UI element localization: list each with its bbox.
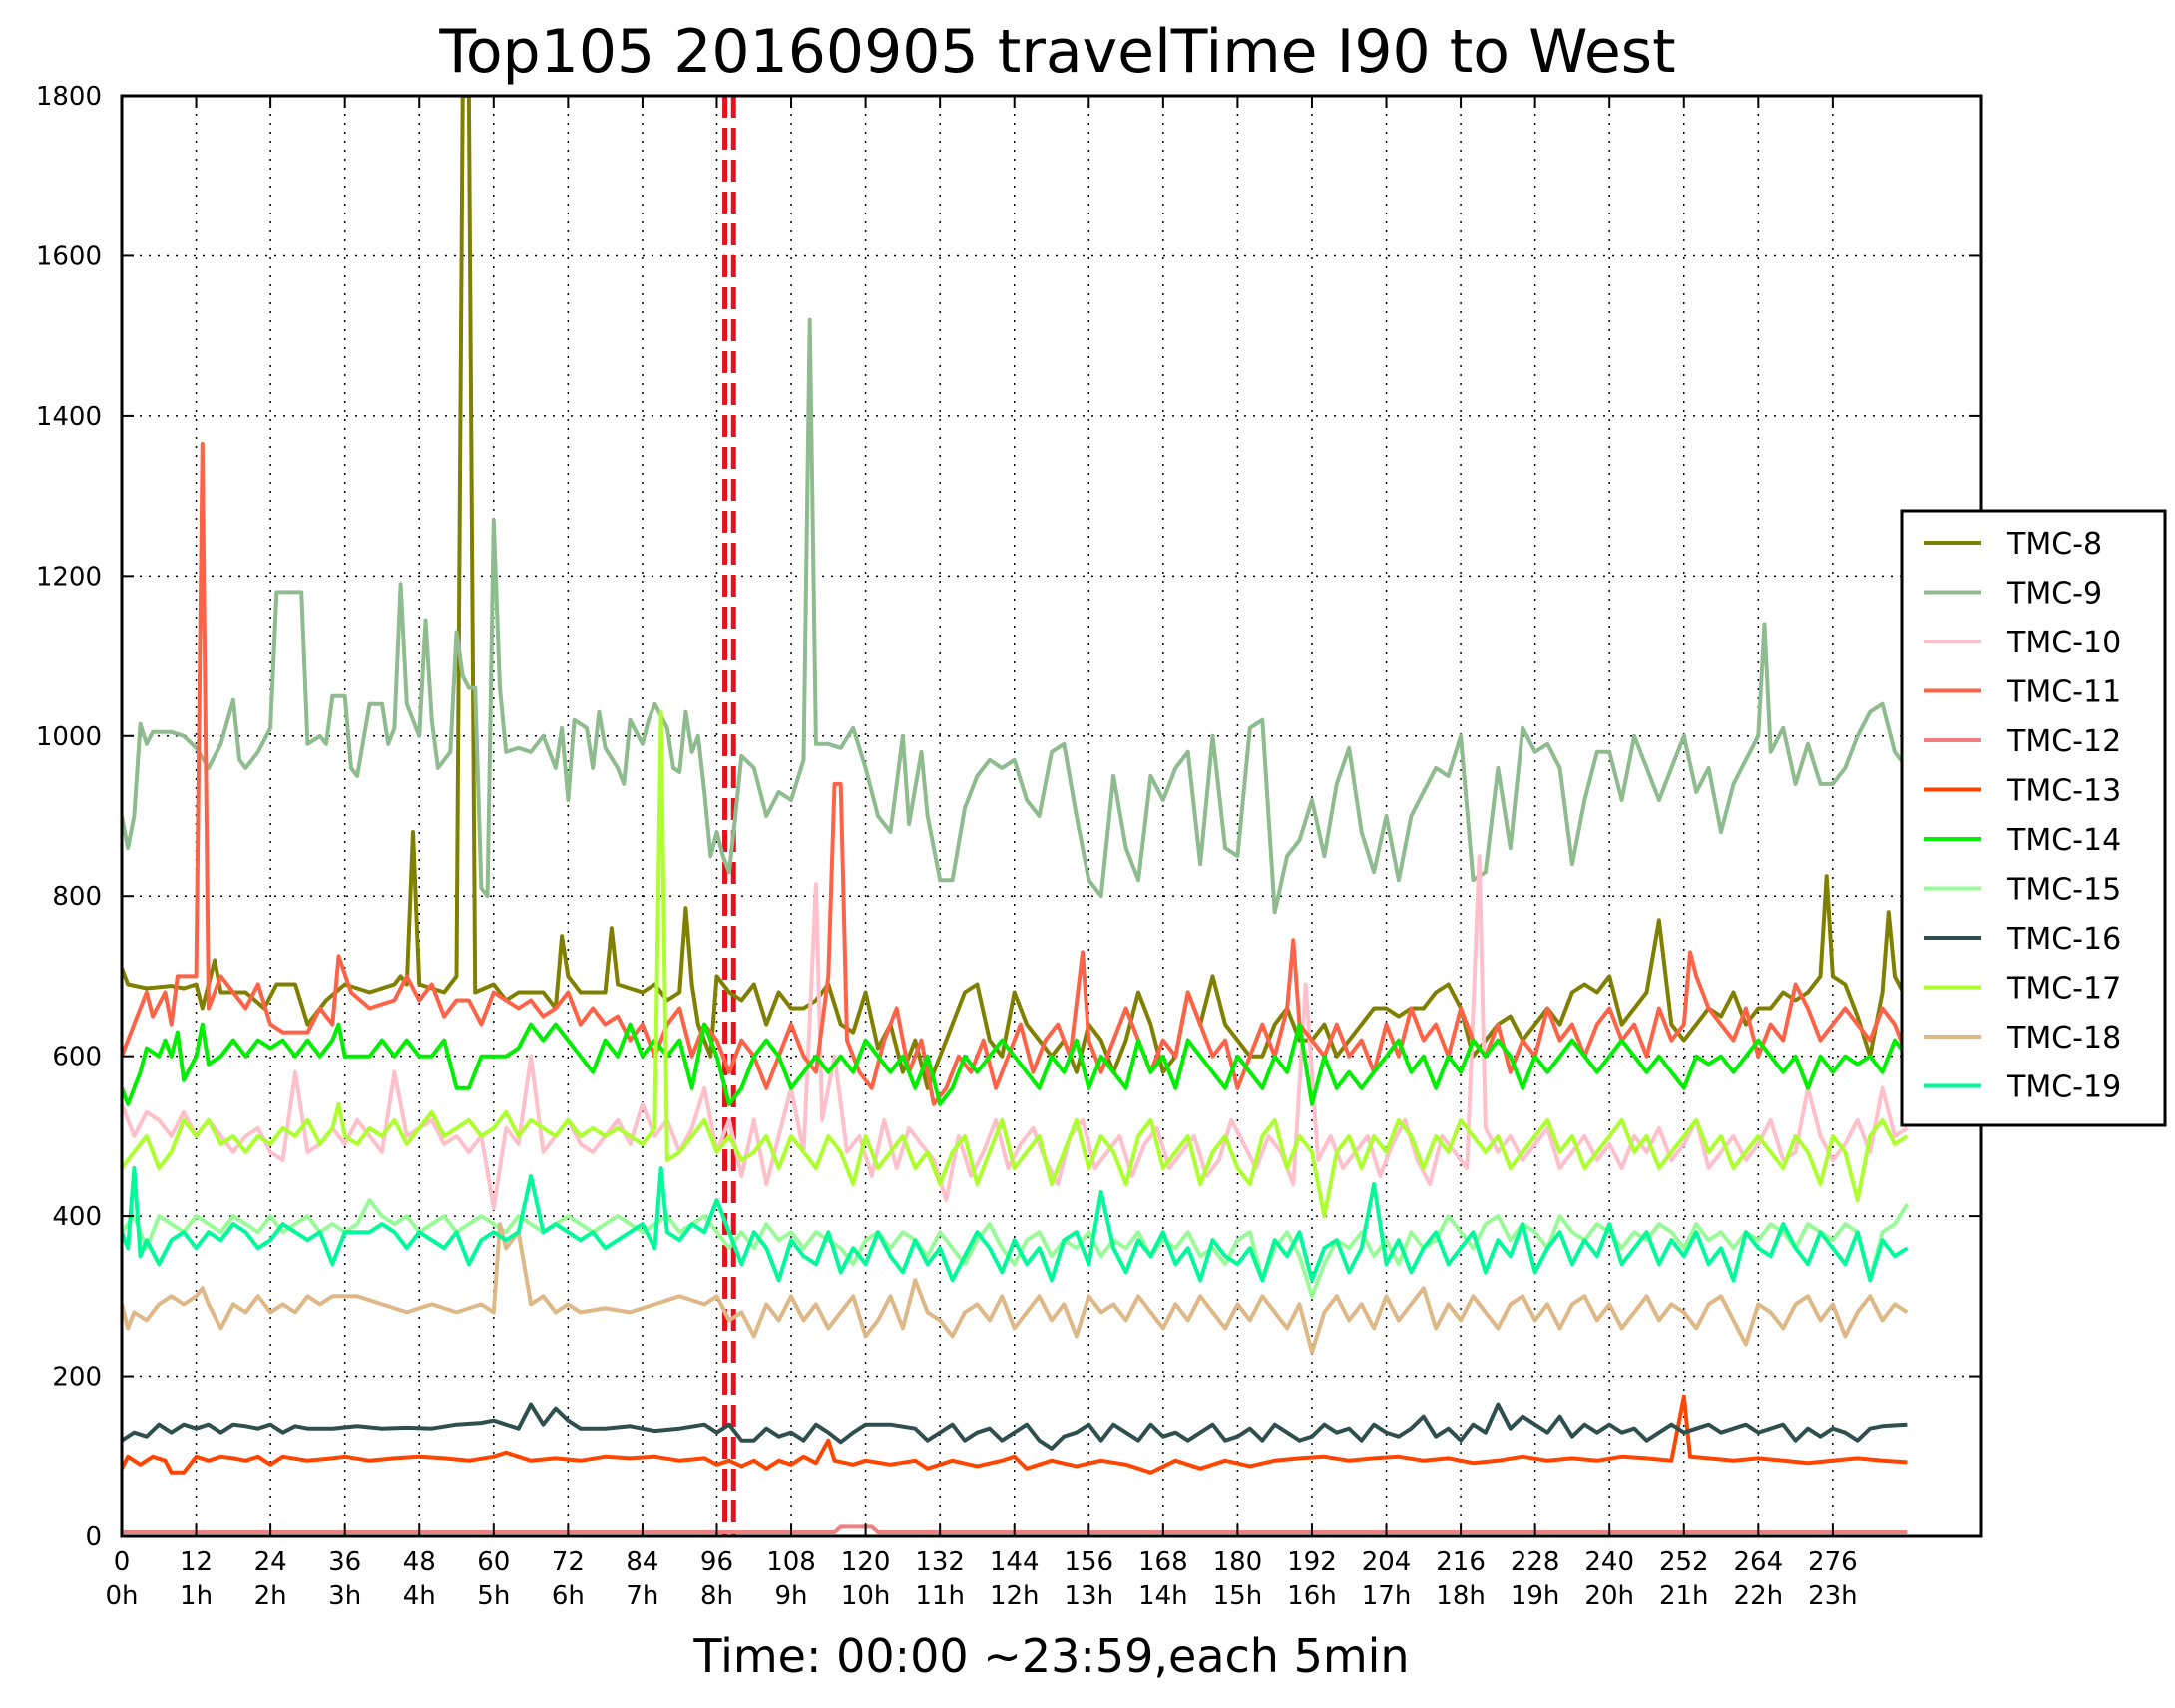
y-tick-label: 1800 (36, 82, 102, 112)
x-tick-label: 180 (1213, 1547, 1263, 1577)
x-tick-label: 132 (915, 1547, 965, 1577)
series-line-tmc-12 (122, 1524, 1908, 1534)
legend-label: TMC-13 (2006, 774, 2121, 809)
x-tick-label: 240 (1584, 1547, 1634, 1577)
x-tick-hour-label: 11h (915, 1581, 965, 1611)
legend-label: TMC-12 (2006, 724, 2121, 759)
legend-label: TMC-15 (2006, 873, 2121, 908)
x-tick-hour-label: 8h (700, 1581, 733, 1611)
x-tick-hour-label: 20h (1584, 1581, 1634, 1611)
legend-label: TMC-8 (2006, 527, 2102, 562)
x-tick-hour-label: 2h (254, 1581, 287, 1611)
y-tick-label: 0 (85, 1522, 102, 1552)
x-tick-hour-label: 16h (1287, 1581, 1337, 1611)
x-tick-hour-label: 19h (1511, 1581, 1560, 1611)
legend-label: TMC-14 (2006, 823, 2121, 858)
x-tick-label: 228 (1511, 1547, 1560, 1577)
legend-label: TMC-11 (2006, 675, 2121, 710)
x-tick-hour-label: 9h (775, 1581, 808, 1611)
x-tick-hour-label: 3h (328, 1581, 361, 1611)
chart-title: Top105 20160905 travelTime I90 to West (438, 17, 1675, 87)
axis-ticks: 02004006008001000120014001600180000h121h… (36, 82, 1981, 1611)
y-tick-label: 1000 (36, 722, 102, 752)
x-tick-hour-label: 1h (180, 1581, 213, 1611)
x-tick-hour-label: 10h (841, 1581, 891, 1611)
x-tick-label: 36 (328, 1547, 361, 1577)
x-tick-hour-label: 0h (105, 1581, 138, 1611)
series-line-tmc-18 (122, 1222, 1909, 1355)
x-tick-label: 276 (1808, 1547, 1858, 1577)
legend-label: TMC-19 (2006, 1070, 2121, 1105)
y-tick-label: 800 (52, 882, 102, 912)
x-tick-hour-label: 22h (1734, 1581, 1784, 1611)
y-tick-label: 200 (52, 1363, 102, 1393)
x-tick-label: 216 (1436, 1547, 1486, 1577)
x-tick-label: 84 (626, 1547, 658, 1577)
y-tick-label: 600 (52, 1043, 102, 1072)
series-line-tmc-16 (122, 1402, 1908, 1451)
x-tick-hour-label: 15h (1213, 1581, 1263, 1611)
y-tick-label: 1400 (36, 402, 102, 432)
x-tick-label: 24 (254, 1547, 287, 1577)
series-line-tmc-11 (122, 442, 1910, 1106)
series-line-tmc-13 (122, 1394, 1908, 1475)
legend-label: TMC-17 (2006, 972, 2121, 1007)
x-tick-label: 108 (766, 1547, 816, 1577)
x-tick-label: 120 (841, 1547, 891, 1577)
x-tick-label: 168 (1138, 1547, 1188, 1577)
legend-label: TMC-9 (2006, 577, 2102, 612)
x-tick-hour-label: 18h (1436, 1581, 1486, 1611)
x-tick-label: 60 (477, 1547, 510, 1577)
x-tick-hour-label: 5h (477, 1581, 510, 1611)
x-tick-label: 12 (180, 1547, 213, 1577)
series-layer (122, 96, 1929, 1534)
y-tick-label: 1600 (36, 241, 102, 271)
x-tick-label: 72 (552, 1547, 585, 1577)
series-line-tmc-19 (122, 1166, 1909, 1283)
legend-label: TMC-16 (2006, 922, 2121, 957)
x-tick-label: 48 (403, 1547, 436, 1577)
legend-box (1900, 509, 2167, 1127)
x-tick-label: 0 (114, 1547, 131, 1577)
x-tick-hour-label: 7h (626, 1581, 658, 1611)
legend-label: TMC-10 (2006, 626, 2121, 660)
x-tick-label: 252 (1659, 1547, 1709, 1577)
x-tick-label: 192 (1287, 1547, 1337, 1577)
y-tick-label: 400 (52, 1202, 102, 1232)
x-tick-label: 204 (1362, 1547, 1412, 1577)
x-tick-label: 96 (700, 1547, 733, 1577)
x-tick-hour-label: 21h (1659, 1581, 1709, 1611)
x-tick-hour-label: 4h (403, 1581, 436, 1611)
x-tick-hour-label: 6h (552, 1581, 585, 1611)
x-tick-hour-label: 14h (1138, 1581, 1188, 1611)
grid (121, 95, 1981, 1537)
x-tick-hour-label: 12h (990, 1581, 1040, 1611)
series-line-tmc-9 (122, 317, 1909, 915)
legend: TMC-8 TMC-9 TMC-10 TMC-11 TMC-12 TMC-13 TMC-14… (1900, 509, 2167, 1127)
x-tick-label: 156 (1064, 1547, 1113, 1577)
legend-label: TMC-18 (2006, 1021, 2121, 1056)
y-tick-label: 1200 (36, 562, 102, 592)
x-tick-label: 144 (990, 1547, 1040, 1577)
x-tick-hour-label: 17h (1362, 1581, 1412, 1611)
x-axis-label: Time: 00:00 ~23:59,each 5min (692, 1629, 1409, 1683)
x-tick-label: 264 (1733, 1547, 1783, 1577)
series-line-tmc-14 (122, 1022, 1909, 1106)
x-tick-hour-label: 13h (1064, 1581, 1113, 1611)
x-tick-hour-label: 23h (1808, 1581, 1858, 1611)
series-line-tmc-17 (122, 709, 1909, 1219)
